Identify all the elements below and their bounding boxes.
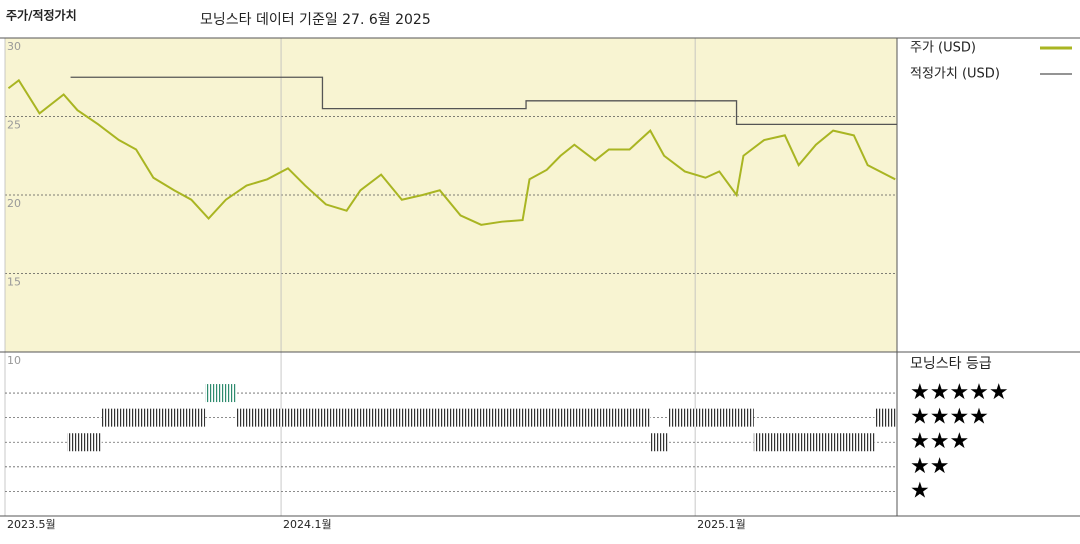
chart-subtitle: 모닝스타 데이터 기준일 27. 6월 2025 bbox=[200, 12, 431, 28]
series-line bbox=[70, 76, 897, 125]
rating-label: ★ bbox=[910, 478, 930, 503]
rating-period bbox=[874, 408, 897, 427]
rating-label: ★★★ bbox=[910, 429, 969, 454]
y-tick-label: 20 bbox=[7, 197, 21, 210]
rating-period bbox=[101, 408, 206, 427]
rating-period bbox=[650, 433, 668, 452]
chart-title: 주가/적정가치 bbox=[6, 8, 77, 23]
rating-period bbox=[236, 408, 651, 427]
series-line bbox=[7, 78, 896, 226]
rating-period bbox=[67, 433, 102, 452]
x-tick-label: 2024.1월 bbox=[283, 518, 332, 531]
y-tick-label: 25 bbox=[7, 119, 21, 132]
y-tick-label: 10 bbox=[7, 354, 21, 367]
rating-label: ★★ bbox=[910, 454, 949, 479]
legend-label: 적정가치 (USD) bbox=[910, 67, 1000, 82]
rating-period bbox=[205, 384, 237, 403]
rating-label: ★★★★★ bbox=[910, 380, 1009, 405]
x-tick-label: 2023.5월 bbox=[7, 518, 56, 531]
rating-period bbox=[667, 408, 754, 427]
rating-label: ★★★★ bbox=[910, 405, 989, 430]
y-tick-label: 15 bbox=[7, 276, 21, 289]
x-tick-label: 2025.1월 bbox=[697, 518, 746, 531]
y-tick-label: 30 bbox=[7, 40, 21, 53]
rating-period bbox=[753, 433, 875, 452]
panel-title: 모닝스타 등급 bbox=[910, 356, 992, 372]
legend-label: 주가 (USD) bbox=[910, 41, 976, 56]
